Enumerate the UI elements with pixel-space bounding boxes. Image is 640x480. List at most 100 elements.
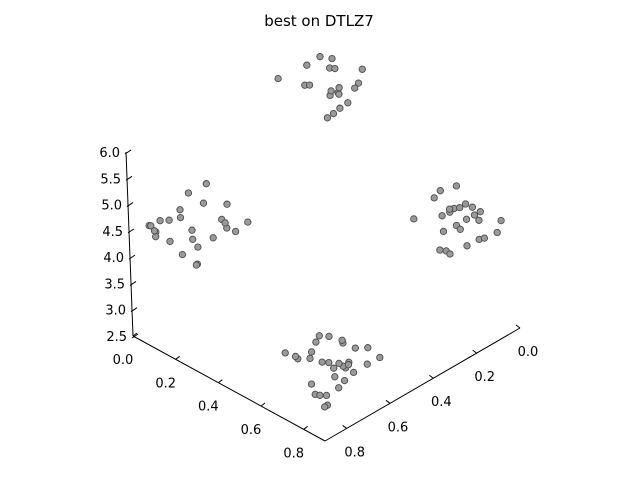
data-point <box>439 227 448 236</box>
z-tick-mark <box>128 254 136 260</box>
data-point <box>446 250 454 258</box>
data-point <box>147 222 155 230</box>
z-tick-label: 5.5 <box>100 172 121 187</box>
scatter-points <box>145 53 505 411</box>
z-tick-mark <box>127 228 135 234</box>
data-point <box>445 205 454 213</box>
data-point <box>325 358 333 367</box>
x-tick-label: 0.6 <box>241 423 262 438</box>
z-tick-mark <box>131 333 139 339</box>
y-tick-mark <box>515 324 521 329</box>
data-point <box>328 54 336 63</box>
data-point <box>156 217 164 225</box>
x-axis: 0.0 0.2 0.4 0.6 0.8 <box>113 332 326 461</box>
z-tick-label: 5.0 <box>101 199 122 214</box>
y-tick-mark <box>342 425 347 429</box>
y-tick-label: 0.8 <box>344 445 365 460</box>
data-point <box>344 361 353 369</box>
data-point <box>410 215 418 223</box>
data-point <box>209 234 217 242</box>
data-point <box>480 234 489 242</box>
data-point <box>176 213 185 222</box>
data-point <box>281 349 289 357</box>
data-point <box>340 376 349 385</box>
z-tick-mark <box>130 307 138 313</box>
data-point <box>307 380 316 388</box>
x-axis-line <box>132 335 326 442</box>
data-point <box>322 391 331 400</box>
data-point <box>192 261 201 269</box>
y-tick-mark <box>472 349 477 354</box>
data-point <box>330 364 338 372</box>
data-point <box>315 332 323 340</box>
z-tick-label: 4.5 <box>102 225 123 240</box>
x-tick-label: 0.4 <box>198 400 219 415</box>
data-point <box>194 243 202 251</box>
data-point <box>456 203 464 212</box>
z-axis-line <box>125 151 134 337</box>
data-point <box>274 74 282 83</box>
z-tick-mark <box>125 175 133 181</box>
data-point <box>349 368 358 377</box>
data-point <box>338 336 346 344</box>
y-tick-label: 0.2 <box>474 370 495 385</box>
data-point <box>325 332 333 341</box>
data-point <box>327 87 335 95</box>
data-point <box>316 53 324 61</box>
data-point <box>493 228 501 237</box>
data-point <box>331 64 339 73</box>
data-point <box>456 225 464 233</box>
data-point <box>336 104 344 112</box>
data-point <box>331 373 339 381</box>
data-point <box>188 226 196 234</box>
data-point <box>376 353 384 362</box>
data-point <box>305 81 314 89</box>
data-point <box>321 403 329 411</box>
data-point <box>476 208 484 216</box>
data-point <box>468 203 477 211</box>
data-point <box>199 199 208 207</box>
data-point <box>202 180 210 188</box>
z-tick-mark <box>126 202 134 207</box>
data-point <box>323 114 332 122</box>
data-point <box>335 384 343 392</box>
y-axis: 0.0 0.2 0.4 0.6 0.8 <box>324 324 538 460</box>
y-axis-line <box>324 327 521 442</box>
z-tick-label: 2.5 <box>106 330 127 345</box>
data-point <box>335 359 343 368</box>
data-point <box>178 250 187 259</box>
data-point <box>184 189 193 197</box>
data-point <box>436 187 444 195</box>
data-point <box>358 65 366 73</box>
data-point <box>223 200 231 208</box>
x-tick-label: 0.0 <box>113 353 134 368</box>
z-tick-label: 3.5 <box>104 277 125 292</box>
data-point <box>312 338 320 346</box>
y-tick-label: 0.6 <box>388 420 409 435</box>
data-point <box>335 84 343 92</box>
data-point <box>354 79 363 87</box>
data-point <box>291 352 300 361</box>
data-point <box>436 246 444 254</box>
chart-title: best on DTLZ7 <box>264 12 374 30</box>
data-point <box>189 235 197 243</box>
data-point <box>497 216 505 225</box>
x-tick-mark <box>218 379 223 384</box>
data-point <box>363 360 371 368</box>
z-tick-label: 4.0 <box>103 251 124 266</box>
z-axis: 2.5 3.0 3.5 4.0 4.5 5.0 5.5 6.0 <box>99 146 139 345</box>
x-tick-mark <box>260 402 266 407</box>
z-tick-mark <box>129 281 137 286</box>
data-point <box>335 90 343 98</box>
y-tick-mark <box>385 399 391 404</box>
data-point <box>351 84 359 92</box>
x-tick-mark <box>132 332 138 337</box>
data-point <box>329 109 338 118</box>
data-point <box>166 237 174 246</box>
data-point <box>221 219 229 227</box>
data-point <box>364 344 372 352</box>
data-point <box>303 61 311 69</box>
data-point <box>150 227 159 235</box>
data-point <box>344 99 352 107</box>
x-tick-group: 0.0 0.2 0.4 0.6 0.8 <box>113 332 308 461</box>
